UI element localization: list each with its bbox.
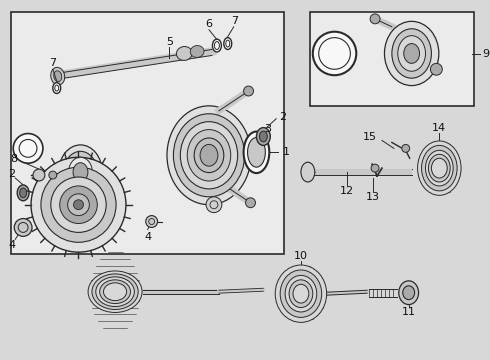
Ellipse shape: [224, 38, 232, 50]
Text: 3: 3: [264, 123, 271, 134]
Circle shape: [60, 186, 98, 224]
Text: 7: 7: [231, 16, 238, 26]
Text: 7: 7: [49, 58, 56, 68]
Text: 10: 10: [294, 251, 308, 261]
Bar: [11, 12, 284, 254]
Circle shape: [206, 197, 222, 213]
Text: 2: 2: [8, 169, 15, 179]
Circle shape: [245, 198, 255, 208]
Ellipse shape: [103, 283, 126, 301]
Ellipse shape: [289, 280, 313, 307]
Ellipse shape: [425, 150, 453, 186]
Text: 15: 15: [363, 131, 377, 141]
Circle shape: [51, 177, 106, 233]
Ellipse shape: [285, 275, 317, 312]
Ellipse shape: [187, 130, 231, 181]
Ellipse shape: [275, 265, 327, 322]
Text: 4: 4: [9, 240, 16, 250]
Ellipse shape: [64, 151, 98, 193]
Text: 8: 8: [10, 154, 17, 164]
Ellipse shape: [99, 280, 130, 303]
Bar: [308, 169, 412, 175]
Ellipse shape: [53, 83, 61, 94]
Circle shape: [13, 134, 43, 163]
Ellipse shape: [96, 277, 134, 306]
Ellipse shape: [88, 271, 142, 312]
Ellipse shape: [173, 114, 245, 197]
Ellipse shape: [51, 67, 65, 85]
Ellipse shape: [69, 157, 92, 187]
Ellipse shape: [431, 158, 447, 178]
Circle shape: [68, 194, 89, 216]
Text: 9: 9: [482, 49, 489, 59]
Circle shape: [402, 144, 410, 152]
Ellipse shape: [398, 36, 425, 71]
Circle shape: [74, 200, 83, 210]
Ellipse shape: [247, 138, 266, 167]
Ellipse shape: [421, 145, 457, 191]
Text: 5: 5: [166, 37, 173, 46]
Ellipse shape: [190, 45, 204, 58]
Ellipse shape: [293, 284, 309, 303]
Circle shape: [244, 86, 253, 96]
Bar: [310, 12, 474, 106]
Text: 14: 14: [432, 123, 446, 132]
Ellipse shape: [59, 145, 102, 199]
Circle shape: [313, 32, 356, 75]
Circle shape: [430, 63, 442, 75]
Ellipse shape: [244, 131, 270, 173]
Ellipse shape: [176, 46, 192, 60]
Text: 13: 13: [366, 192, 380, 202]
Text: 4: 4: [144, 232, 151, 242]
Ellipse shape: [301, 162, 315, 182]
Text: 2: 2: [279, 112, 286, 122]
Circle shape: [33, 169, 45, 181]
Ellipse shape: [399, 281, 418, 305]
Ellipse shape: [417, 141, 461, 195]
Circle shape: [41, 167, 116, 242]
Circle shape: [31, 157, 126, 252]
Circle shape: [371, 164, 379, 172]
Ellipse shape: [280, 270, 322, 318]
Circle shape: [370, 14, 380, 24]
Text: 6: 6: [205, 19, 213, 29]
Text: 1: 1: [283, 147, 290, 157]
Ellipse shape: [213, 39, 221, 52]
Ellipse shape: [180, 122, 238, 189]
Circle shape: [146, 216, 158, 228]
Ellipse shape: [200, 144, 218, 166]
Ellipse shape: [385, 21, 439, 86]
Ellipse shape: [54, 71, 62, 82]
Ellipse shape: [403, 286, 415, 300]
Circle shape: [49, 171, 57, 179]
Ellipse shape: [167, 106, 251, 205]
Ellipse shape: [92, 274, 138, 310]
Circle shape: [14, 219, 32, 237]
Ellipse shape: [392, 29, 431, 78]
Ellipse shape: [194, 138, 224, 172]
Ellipse shape: [404, 44, 419, 63]
Ellipse shape: [17, 185, 29, 201]
Ellipse shape: [259, 131, 268, 142]
Ellipse shape: [256, 127, 270, 145]
Text: 12: 12: [341, 186, 354, 196]
Ellipse shape: [73, 163, 88, 181]
Text: 11: 11: [402, 307, 416, 318]
Ellipse shape: [20, 188, 26, 198]
Ellipse shape: [428, 154, 450, 182]
